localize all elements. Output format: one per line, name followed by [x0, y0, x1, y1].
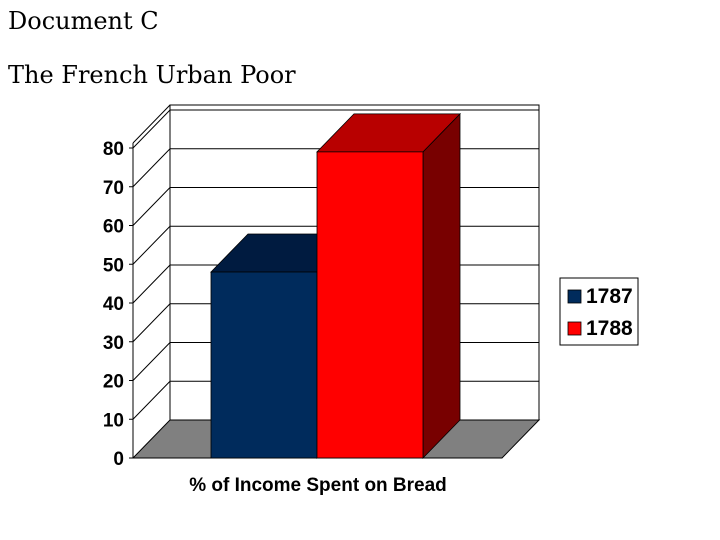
bar-1788 [316, 112, 461, 459]
y-tick-label: 10 [103, 410, 124, 431]
y-tick-label: 60 [103, 217, 124, 238]
gridline [132, 109, 539, 149]
document-label: Document C [8, 7, 159, 35]
legend: 1787 1788 [559, 277, 639, 346]
legend-label-1788: 1788 [586, 317, 633, 340]
bar-front-1788 [316, 151, 424, 459]
bars [210, 112, 461, 459]
y-tick-label: 50 [103, 255, 124, 276]
legend-swatch-1788 [567, 321, 582, 336]
y-tick-label: 70 [103, 178, 124, 199]
bar-front-1787 [210, 271, 318, 459]
y-tick-label: 20 [103, 372, 124, 393]
bar-side-1788 [422, 112, 461, 459]
y-tick-label: 80 [103, 139, 124, 160]
y-tick-label: 30 [103, 333, 124, 354]
wall-top-edge [132, 104, 171, 144]
legend-label-1787: 1787 [586, 285, 633, 308]
legend-swatch-1787 [567, 289, 582, 304]
y-axis-ticks: 0 10 20 30 40 50 60 70 80 [103, 139, 133, 470]
page-title: The French Urban Poor [8, 61, 296, 89]
y-tick-label: 0 [113, 449, 124, 470]
y-tick-label: 40 [103, 294, 124, 315]
x-axis-title: % of Income Spent on Bread [189, 475, 447, 496]
